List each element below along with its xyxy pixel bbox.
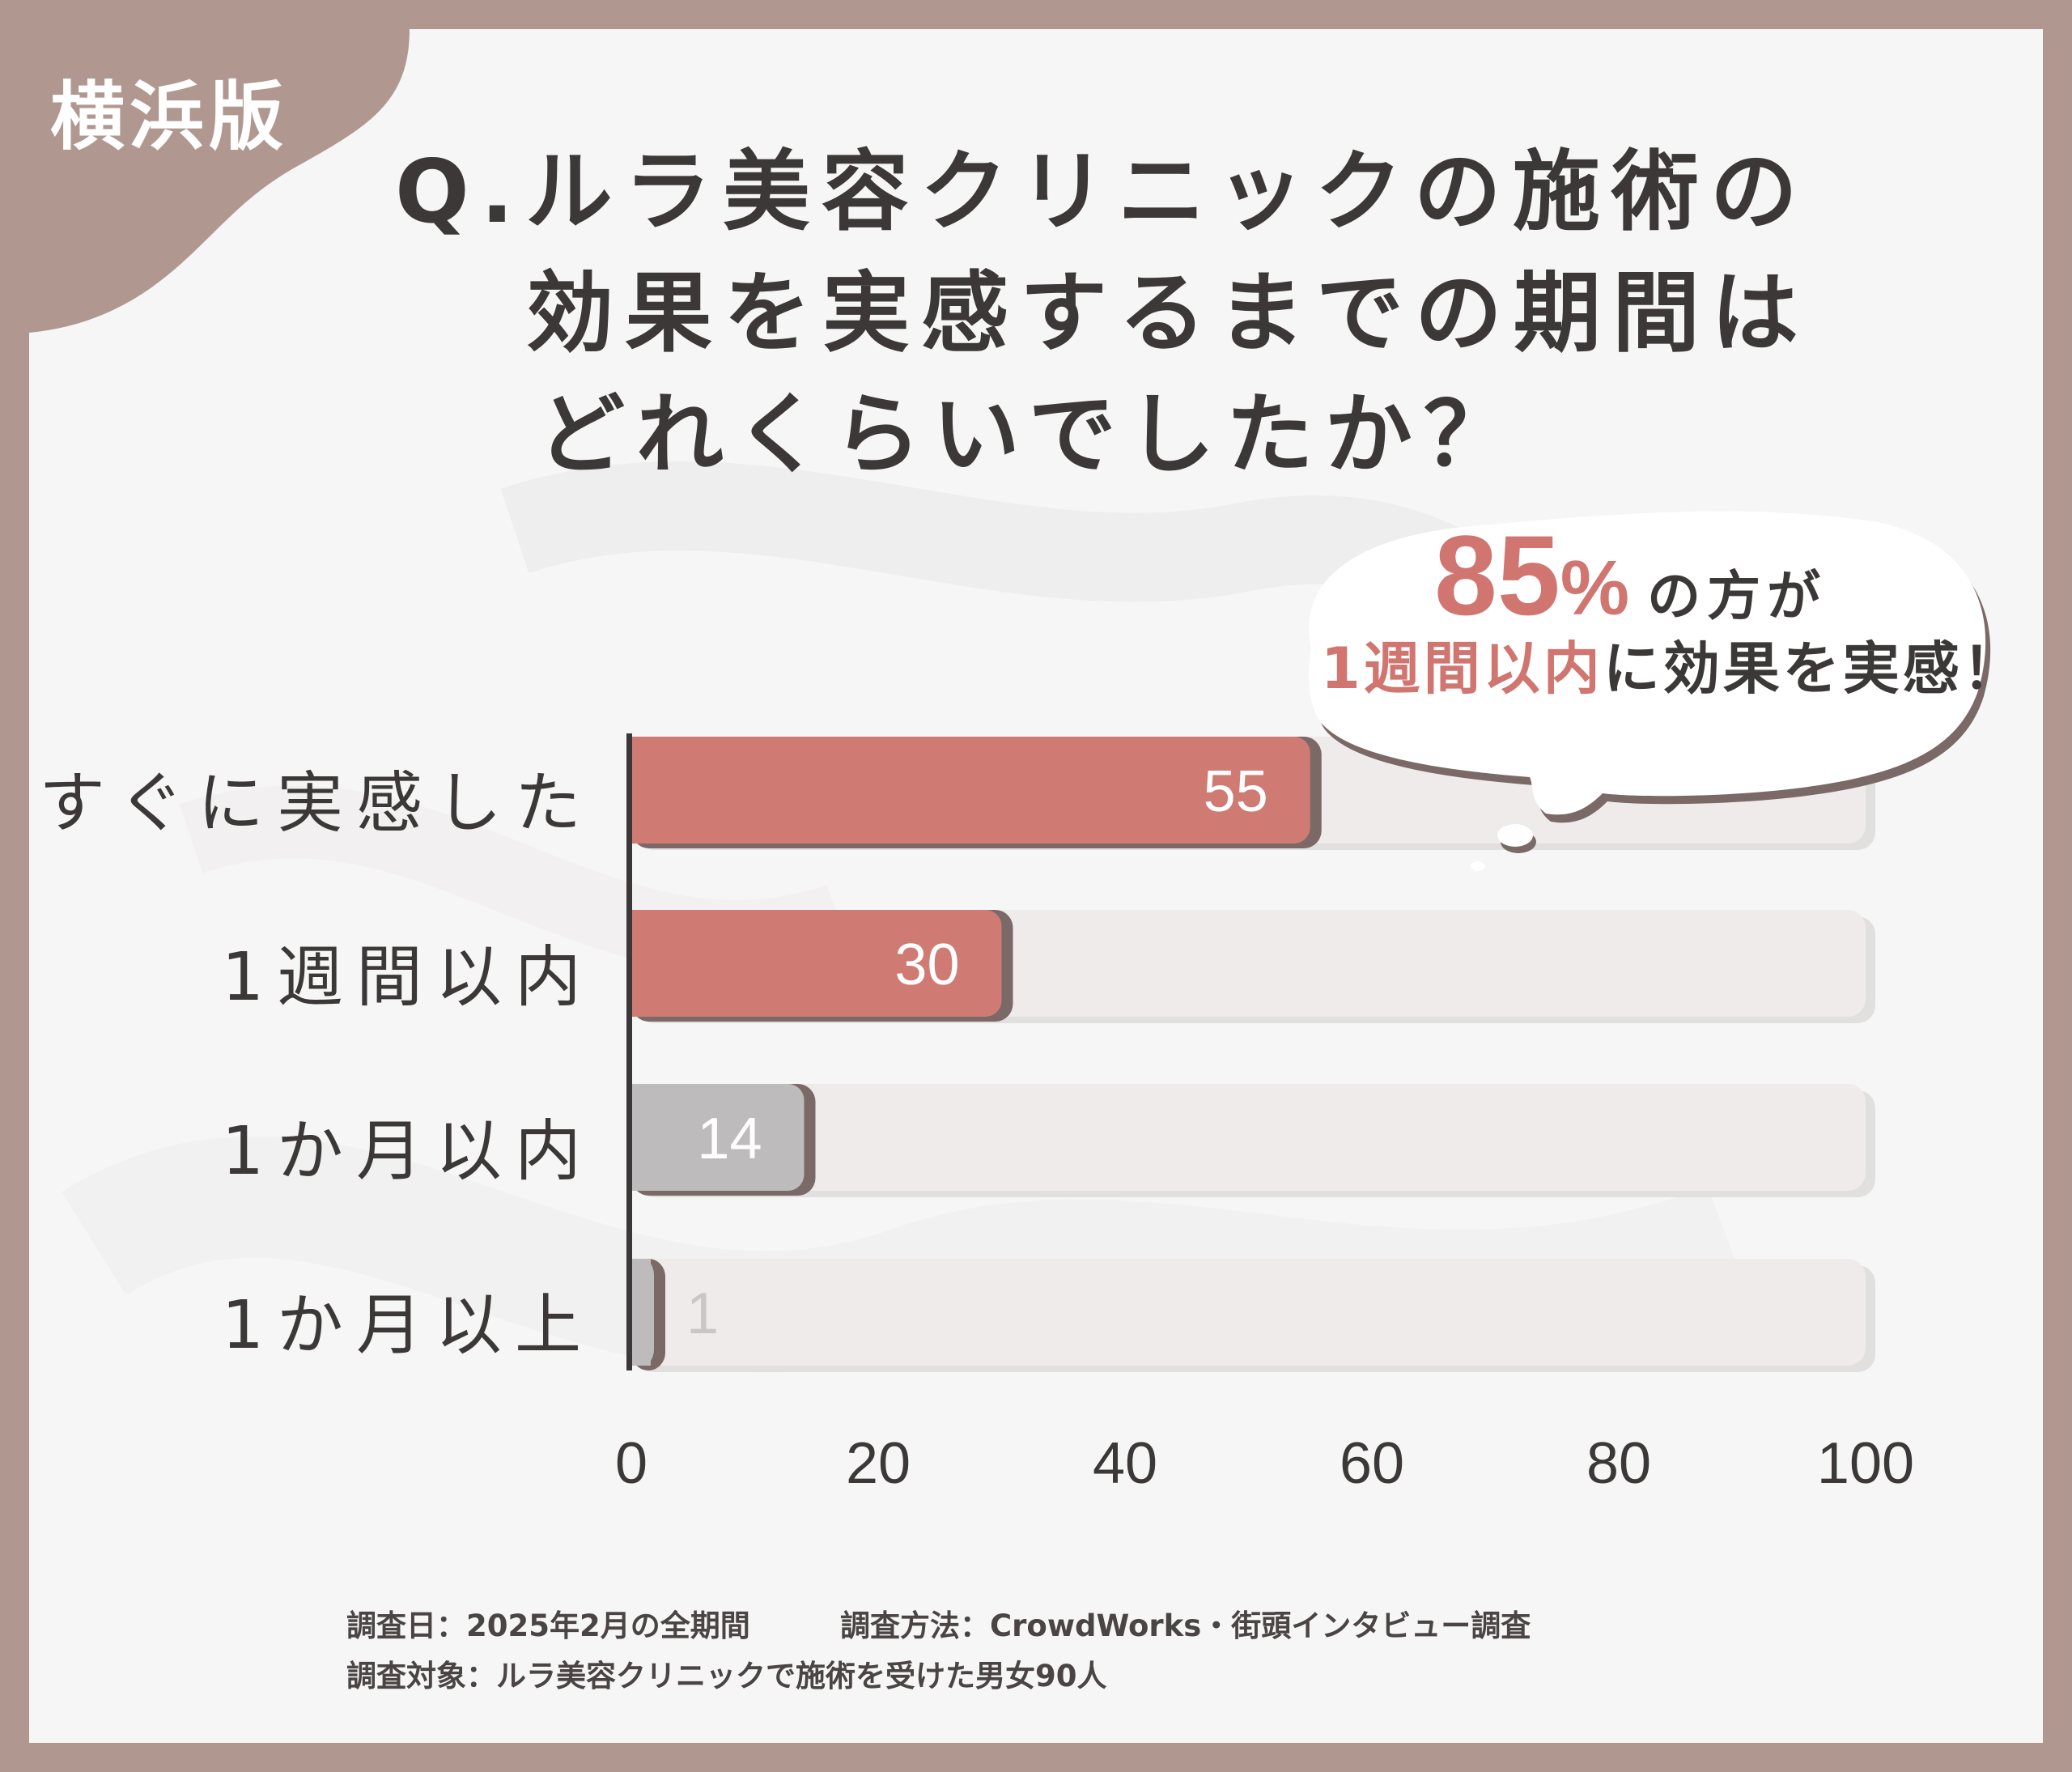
category-label: 1か月以上 bbox=[221, 1287, 594, 1364]
callout-line-1: 85% の方が bbox=[1434, 510, 1827, 641]
x-tick-label: 80 bbox=[1586, 1431, 1651, 1496]
bar-left-edge bbox=[631, 1259, 651, 1366]
y-axis-line bbox=[626, 733, 632, 1370]
callout-text: の方が bbox=[1647, 565, 1828, 627]
bar-value-label: 14 bbox=[697, 1107, 762, 1171]
x-tick-label: 60 bbox=[1340, 1431, 1404, 1496]
bar bbox=[631, 1084, 805, 1191]
footnote-target: 調査対象：ルラ美容クリニックで施術を受けた男女90人 bbox=[346, 1659, 1107, 1693]
bar-left-edge bbox=[631, 1084, 651, 1191]
content-panel bbox=[29, 29, 2043, 1743]
title-line-3: どれくらいでしたか？ bbox=[537, 385, 1522, 486]
edition-tab bbox=[29, 29, 410, 333]
bar-left-edge bbox=[631, 737, 651, 844]
speech-bubble bbox=[1309, 511, 1991, 871]
footnote-date: 調査日：2025年2月の全期間 bbox=[346, 1608, 750, 1643]
bar-track bbox=[631, 1084, 1866, 1191]
bar-left-edge bbox=[631, 910, 651, 1017]
x-tick-label: 20 bbox=[846, 1431, 911, 1496]
x-tick-label: 40 bbox=[1093, 1431, 1157, 1496]
bar-value-label: 30 bbox=[894, 933, 959, 997]
footnote-method: 調査方法：CrowdWorks・街頭インタビュー調査 bbox=[840, 1608, 1531, 1643]
category-label: すぐに実感した bbox=[38, 765, 594, 842]
bar bbox=[631, 910, 1002, 1017]
callout-text: に効果を実感！ bbox=[1603, 635, 2023, 702]
x-tick-label: 0 bbox=[615, 1431, 648, 1496]
callout-percent-value: 85 bbox=[1434, 512, 1560, 639]
category-label: 1週間以内 bbox=[221, 939, 594, 1016]
bar-value-label: 1 bbox=[686, 1281, 719, 1346]
callout-percent-symbol: % bbox=[1560, 545, 1630, 631]
edition-label: 横浜版 bbox=[50, 74, 289, 160]
callout-highlight: 1週間以内 bbox=[1321, 635, 1603, 702]
bar-track bbox=[631, 1259, 1866, 1366]
bar bbox=[631, 737, 1310, 844]
bar-value-label: 55 bbox=[1204, 759, 1268, 824]
title-line-1: Q.ルラ美容クリニックの施術の bbox=[395, 142, 1809, 243]
callout-line-2: 1週間以内に効果を実感！ bbox=[1321, 623, 2023, 705]
x-tick-label: 100 bbox=[1817, 1431, 1914, 1496]
category-label: 1か月以内 bbox=[221, 1113, 594, 1190]
title-line-2: 効果を実感するまでの期間は bbox=[526, 263, 1811, 364]
